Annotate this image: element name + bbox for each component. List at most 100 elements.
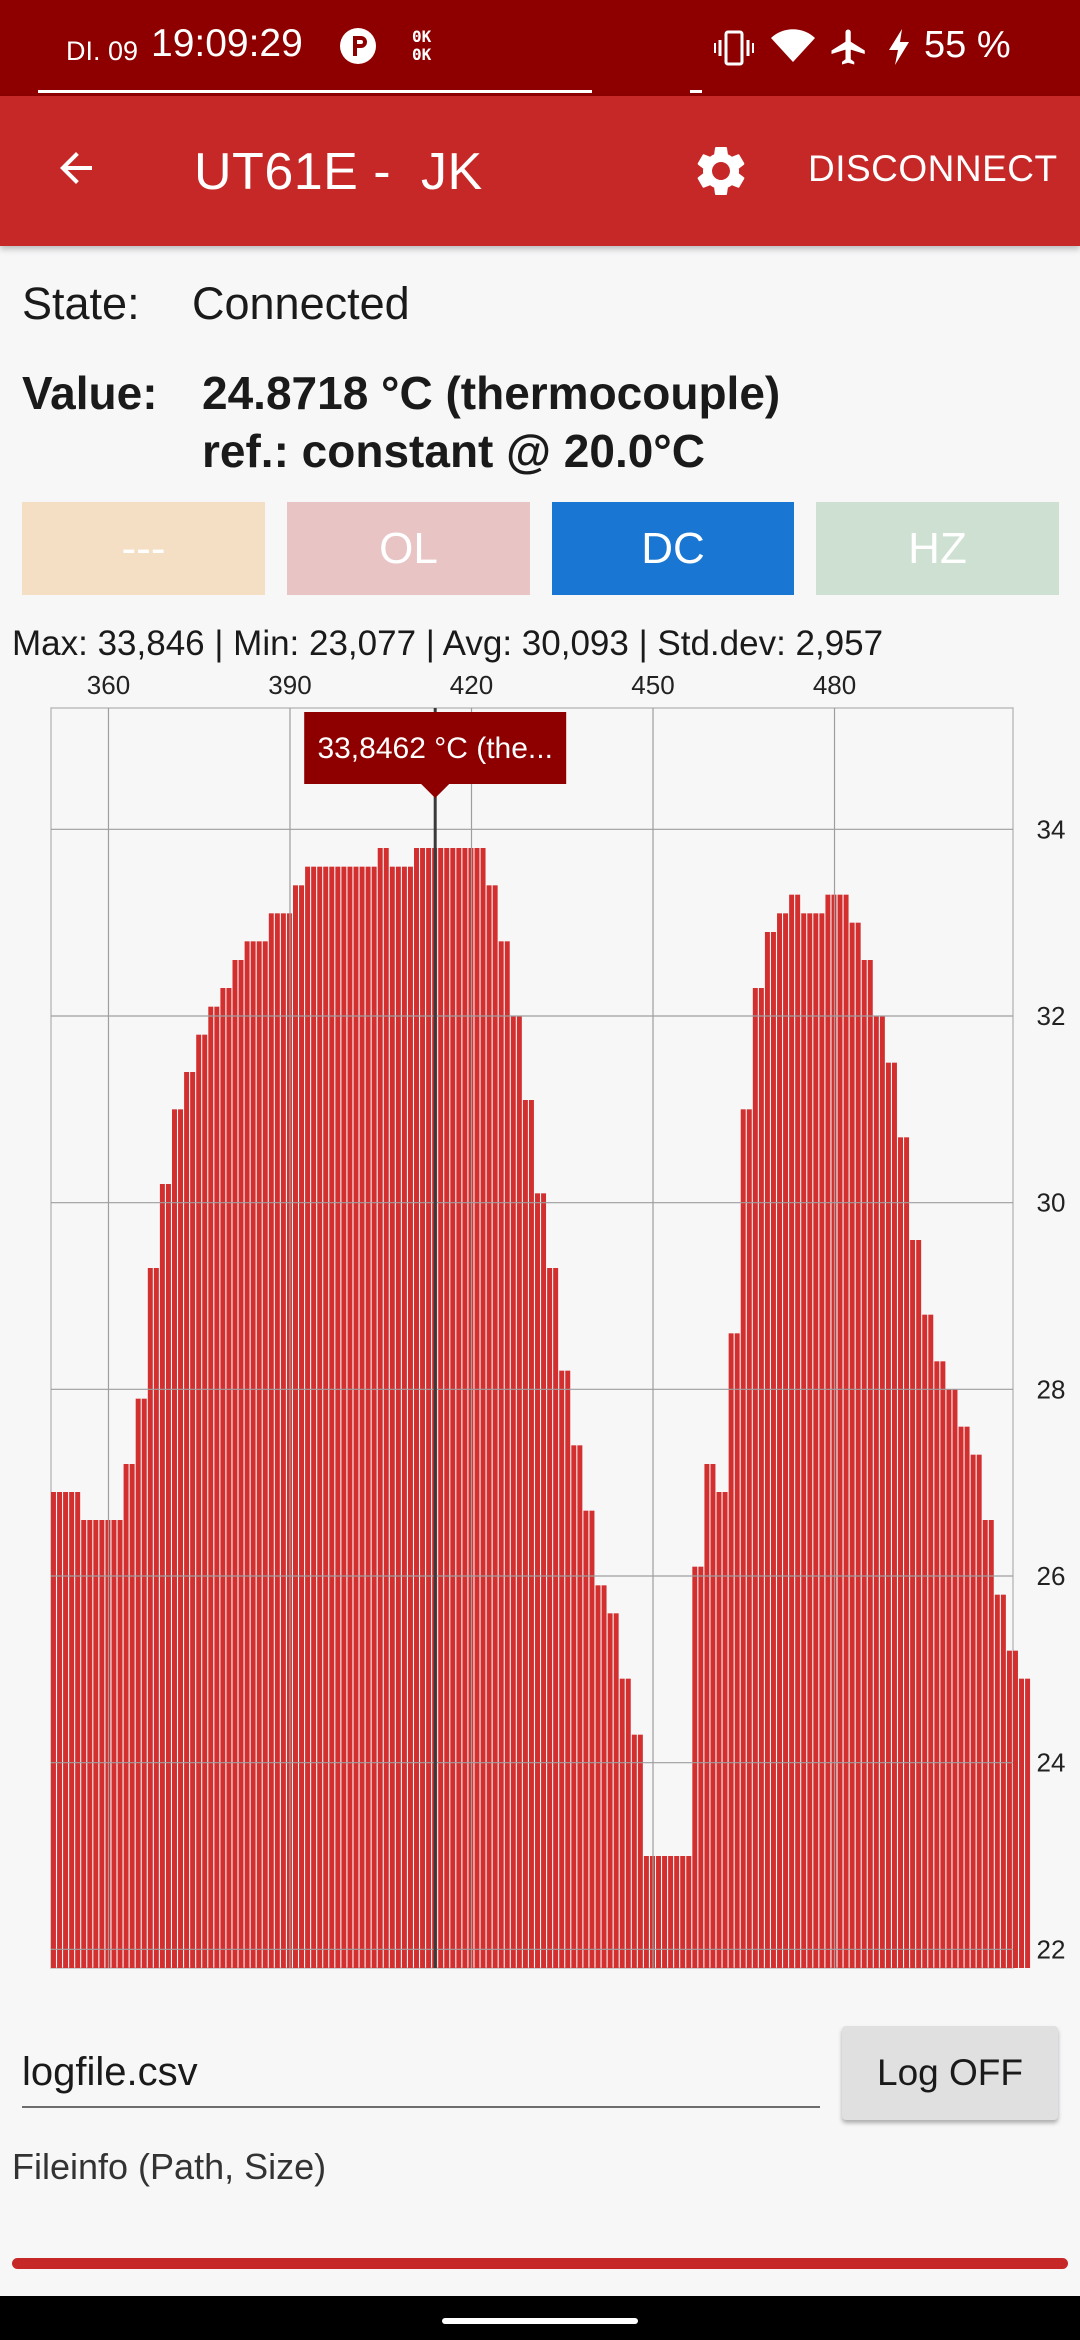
home-handle[interactable] [442, 2318, 638, 2324]
status-underline [38, 90, 592, 93]
chart-bar [147, 1268, 153, 1968]
chart-bar [426, 848, 432, 1968]
chart-bar [904, 1137, 910, 1968]
y-tick-label: 26 [1037, 1561, 1066, 1591]
y-tick-label: 30 [1037, 1188, 1066, 1218]
chart-bar [601, 1585, 607, 1968]
chart-bar [988, 1520, 994, 1968]
x-tick-label: 420 [450, 670, 493, 700]
chart-bar [438, 848, 444, 1968]
p-circle-icon [340, 28, 376, 64]
chart-bar [522, 1100, 528, 1968]
chart-bar [202, 1034, 208, 1968]
x-tick-label: 390 [268, 670, 311, 700]
measured-value: 24.8718 °C (thermocouple) [202, 367, 781, 419]
chart-bar [129, 1464, 135, 1968]
chart-bar [952, 1389, 958, 1968]
navigation-bar [0, 2296, 1080, 2340]
chart-bar [528, 1100, 534, 1968]
chart-bar [547, 1268, 553, 1968]
state-label: State: [22, 278, 140, 329]
status-bar: DI. 09 19:09:29 0K 0K 55 % [0, 0, 1080, 96]
chart-bar [456, 848, 462, 1968]
chart-bar [486, 885, 492, 1968]
chart-bar [341, 866, 347, 1969]
chart-bar [450, 848, 456, 1968]
indicator-dc: DC [552, 502, 794, 595]
statistics-line: Max: 33,846 | Min: 23,077 | Avg: 30,093 … [12, 624, 884, 663]
disconnect-button[interactable]: DISCONNECT [808, 148, 1058, 189]
chart-bar [710, 1464, 716, 1968]
gear-icon [697, 147, 745, 195]
logfile-input[interactable]: logfile.csv [22, 2040, 820, 2108]
chart-bar [81, 1520, 87, 1968]
state-value: Connected [192, 278, 410, 329]
chart-bar [662, 1856, 668, 1968]
airplane-icon [831, 29, 865, 65]
chart-bar [299, 885, 305, 1968]
chart-bar [184, 1072, 190, 1968]
status-day: DI. 09 [66, 36, 139, 66]
x-tick-label: 450 [631, 670, 674, 700]
chart-bar [250, 941, 256, 1968]
y-tick-label: 32 [1037, 1001, 1066, 1031]
log-toggle-button[interactable]: Log OFF [842, 2026, 1058, 2120]
chart-bar [964, 1426, 970, 1968]
chart-bar [994, 1594, 1000, 1968]
chart-bar [329, 866, 335, 1969]
chart-bar [93, 1520, 99, 1968]
chart-bar [976, 1454, 982, 1968]
chart-bar [855, 922, 861, 1968]
chart-bar [57, 1492, 63, 1968]
chart-bar [746, 1109, 752, 1968]
app-bar: UT61E - JK DISCONNECT [0, 96, 1080, 246]
chart-bar [75, 1492, 81, 1968]
temperature-bar-chart[interactable]: 360 390 420 450 480 22 24 26 28 30 32 34 33,8462 °C … [0, 660, 1080, 1980]
chart-bar [208, 1006, 214, 1968]
chart-bar [262, 941, 268, 1968]
chart-bar [335, 866, 341, 1969]
chart-bar [153, 1268, 159, 1968]
chart-bar [922, 1314, 928, 1968]
chart-bar [958, 1426, 964, 1968]
chart-bar [420, 848, 426, 1968]
chart-bar [498, 941, 504, 1968]
chart-bar [293, 885, 298, 1968]
chart-bar [577, 1445, 583, 1968]
arrow-left-icon [60, 152, 92, 184]
chart-bar [141, 1398, 147, 1968]
chart-bar [861, 960, 867, 1968]
chart-bar [383, 848, 389, 1968]
chart-bar [898, 1137, 903, 1968]
back-button[interactable] [44, 136, 108, 200]
chart-bar [274, 913, 280, 1968]
chart-bar [656, 1856, 661, 1968]
chart-bar [256, 941, 262, 1968]
chart-bar [637, 1734, 643, 1968]
value-label: Value: [22, 367, 158, 419]
chart-bar [389, 866, 395, 1969]
chart-bar [541, 1193, 547, 1968]
chart-bar [474, 848, 480, 1968]
marker-label: 33,8462 °C (the... [317, 732, 552, 765]
chart-bar [758, 988, 764, 1968]
chart-bar [190, 1072, 196, 1968]
chart-bar [740, 1109, 746, 1968]
chart-bar [377, 848, 383, 1968]
status-time: 19:09:29 [151, 22, 303, 65]
chart-bar [535, 1193, 540, 1968]
x-tick-label: 480 [813, 670, 856, 700]
chart-bar [837, 894, 843, 1969]
chart-bar [789, 894, 795, 1969]
y-tick-label: 28 [1037, 1374, 1066, 1404]
settings-button[interactable] [686, 136, 756, 206]
chart-bar [311, 866, 317, 1969]
chart-bar [365, 866, 371, 1969]
chart-bar [414, 848, 419, 1968]
vibrate-icon [714, 30, 754, 66]
chart-bar [238, 960, 244, 1968]
chart-bar [196, 1034, 202, 1968]
chart-bar [940, 1361, 946, 1968]
ok-icon: 0K 0K [412, 27, 432, 64]
chart-bar [444, 848, 450, 1968]
